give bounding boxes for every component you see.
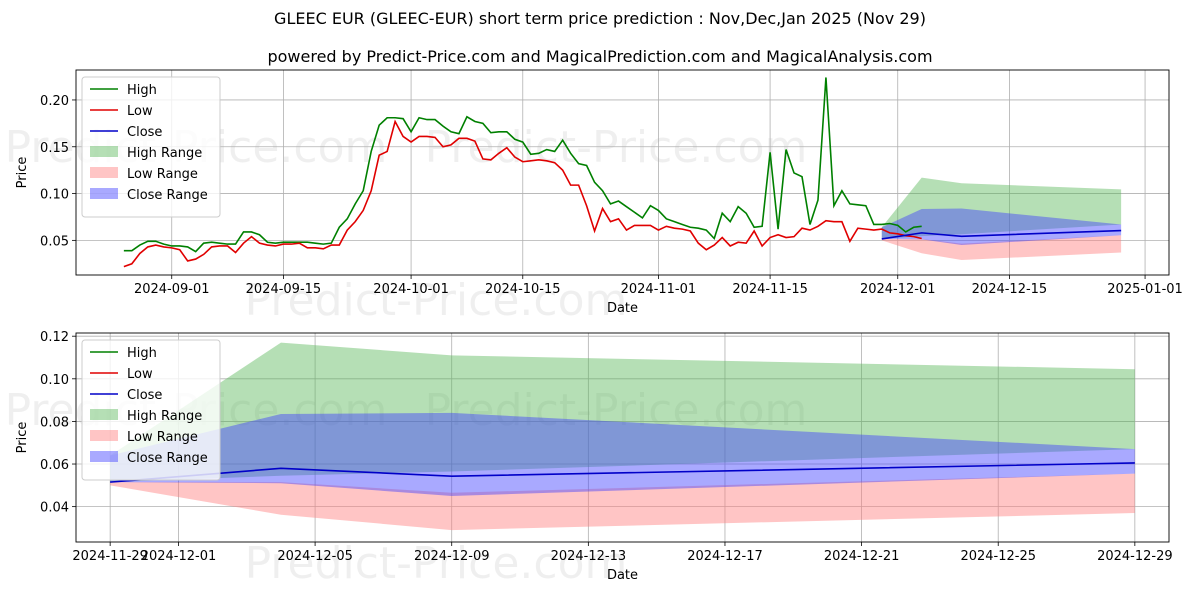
- top-plot-area: [123, 77, 1122, 268]
- top-x-axis-label: Date: [607, 301, 638, 316]
- top-x-tick-label: 2024-09-01: [134, 282, 210, 297]
- bottom-legend-label-high-range: High Range: [127, 409, 202, 424]
- top-series-close: [881, 229, 1122, 240]
- top-series-low: [123, 119, 922, 268]
- top-x-tick-label: 2024-12-01: [860, 282, 936, 297]
- top-watermark-bottom: Predict-Price.com: [245, 275, 628, 326]
- bottom-watermark: Predict-Price.com: [425, 385, 808, 436]
- bottom-x-tick-label: 2024-11-29: [72, 549, 148, 564]
- bottom-x-tick-label: 2024-12-09: [414, 549, 490, 564]
- bottom-x-tick-label: 2024-12-21: [824, 549, 900, 564]
- bottom-y-tick-label: 0.12: [40, 330, 69, 345]
- top-x-tick-label: 2024-11-01: [621, 282, 697, 297]
- bottom-legend-label-close-range: Close Range: [127, 451, 208, 466]
- bottom-legend-swatch-close-range: [90, 451, 118, 462]
- top-y-tick-label: 0.10: [40, 188, 69, 203]
- bottom-low-range-band: [110, 473, 1135, 531]
- bottom-y-axis-label: Price: [15, 422, 30, 454]
- top-y-tick-label: 0.05: [40, 234, 69, 249]
- top-legend-label-low-range: Low Range: [127, 167, 198, 182]
- top-legend-swatch-close-range: [90, 188, 118, 199]
- bottom-axes-frame: [75, 332, 1170, 543]
- top-series-high: [123, 77, 922, 253]
- top-legend-label-high-range: High Range: [127, 146, 202, 161]
- bottom-panel: Predict-Price.comPredict-Price.comPredic…: [5, 330, 1173, 589]
- bottom-legend-label-high: High: [127, 346, 157, 361]
- bottom-y-tick-label: 0.08: [40, 415, 69, 430]
- top-high-range-band: [881, 177, 1122, 239]
- top-legend-swatch-low-range: [90, 167, 118, 178]
- bottom-watermark-bottom: Predict-Price.com: [245, 538, 628, 589]
- top-y-axis-label: Price: [15, 157, 30, 189]
- bottom-x-tick-label: 2024-12-17: [687, 549, 763, 564]
- top-axes-frame: [75, 69, 1170, 276]
- top-legend: [81, 76, 221, 218]
- bottom-high-range-band: [110, 342, 1135, 483]
- bottom-x-tick-label: 2024-12-29: [1097, 549, 1173, 564]
- top-legend-swatch-high-range: [90, 146, 118, 157]
- top-legend-label-close-range: Close Range: [127, 188, 208, 203]
- top-x-tick-label: 2024-10-15: [485, 282, 561, 297]
- top-legend-label-high: High: [127, 83, 157, 98]
- top-x-tick-label: 2024-10-01: [373, 282, 449, 297]
- top-legend-label-low: Low: [127, 104, 153, 119]
- bottom-plot-area: [110, 342, 1135, 531]
- bottom-legend: [81, 339, 221, 481]
- bottom-y-tick-label: 0.06: [40, 458, 69, 473]
- top-x-tick-label: 2025-01-01: [1107, 282, 1183, 297]
- bottom-x-axis-label: Date: [607, 568, 638, 583]
- bottom-legend-swatch-high-range: [90, 409, 118, 420]
- top-low-range-band: [881, 235, 1122, 261]
- bottom-legend-label-low-range: Low Range: [127, 430, 198, 445]
- top-x-tick-label: 2024-12-15: [972, 282, 1048, 297]
- bottom-legend-swatch-low-range: [90, 430, 118, 441]
- top-y-tick-label: 0.15: [40, 141, 69, 156]
- bottom-x-tick-label: 2024-12-13: [551, 549, 627, 564]
- bottom-x-tick-label: 2024-12-05: [277, 549, 353, 564]
- bottom-y-tick-label: 0.10: [40, 373, 69, 388]
- top-close-range-band: [881, 208, 1122, 246]
- chart-title: GLEEC EUR (GLEEC-EUR) short term price p…: [274, 9, 926, 28]
- chart-subtitle: powered by Predict-Price.com and Magical…: [267, 47, 933, 66]
- top-watermark: Predict-Price.com: [425, 122, 808, 173]
- top-x-tick-label: 2024-09-15: [246, 282, 322, 297]
- bottom-legend-label-close: Close: [127, 388, 162, 403]
- top-x-tick-label: 2024-11-15: [732, 282, 808, 297]
- bottom-x-tick-label: 2024-12-25: [960, 549, 1036, 564]
- top-y-tick-label: 0.20: [40, 94, 69, 109]
- bottom-legend-label-low: Low: [127, 367, 153, 382]
- bottom-x-tick-label: 2024-12-01: [141, 549, 217, 564]
- bottom-close-range-band: [110, 412, 1135, 496]
- bottom-y-tick-label: 0.04: [40, 501, 69, 516]
- top-panel: Predict-Price.comPredict-Price.comPredic…: [5, 69, 1183, 326]
- top-legend-label-close: Close: [127, 125, 162, 140]
